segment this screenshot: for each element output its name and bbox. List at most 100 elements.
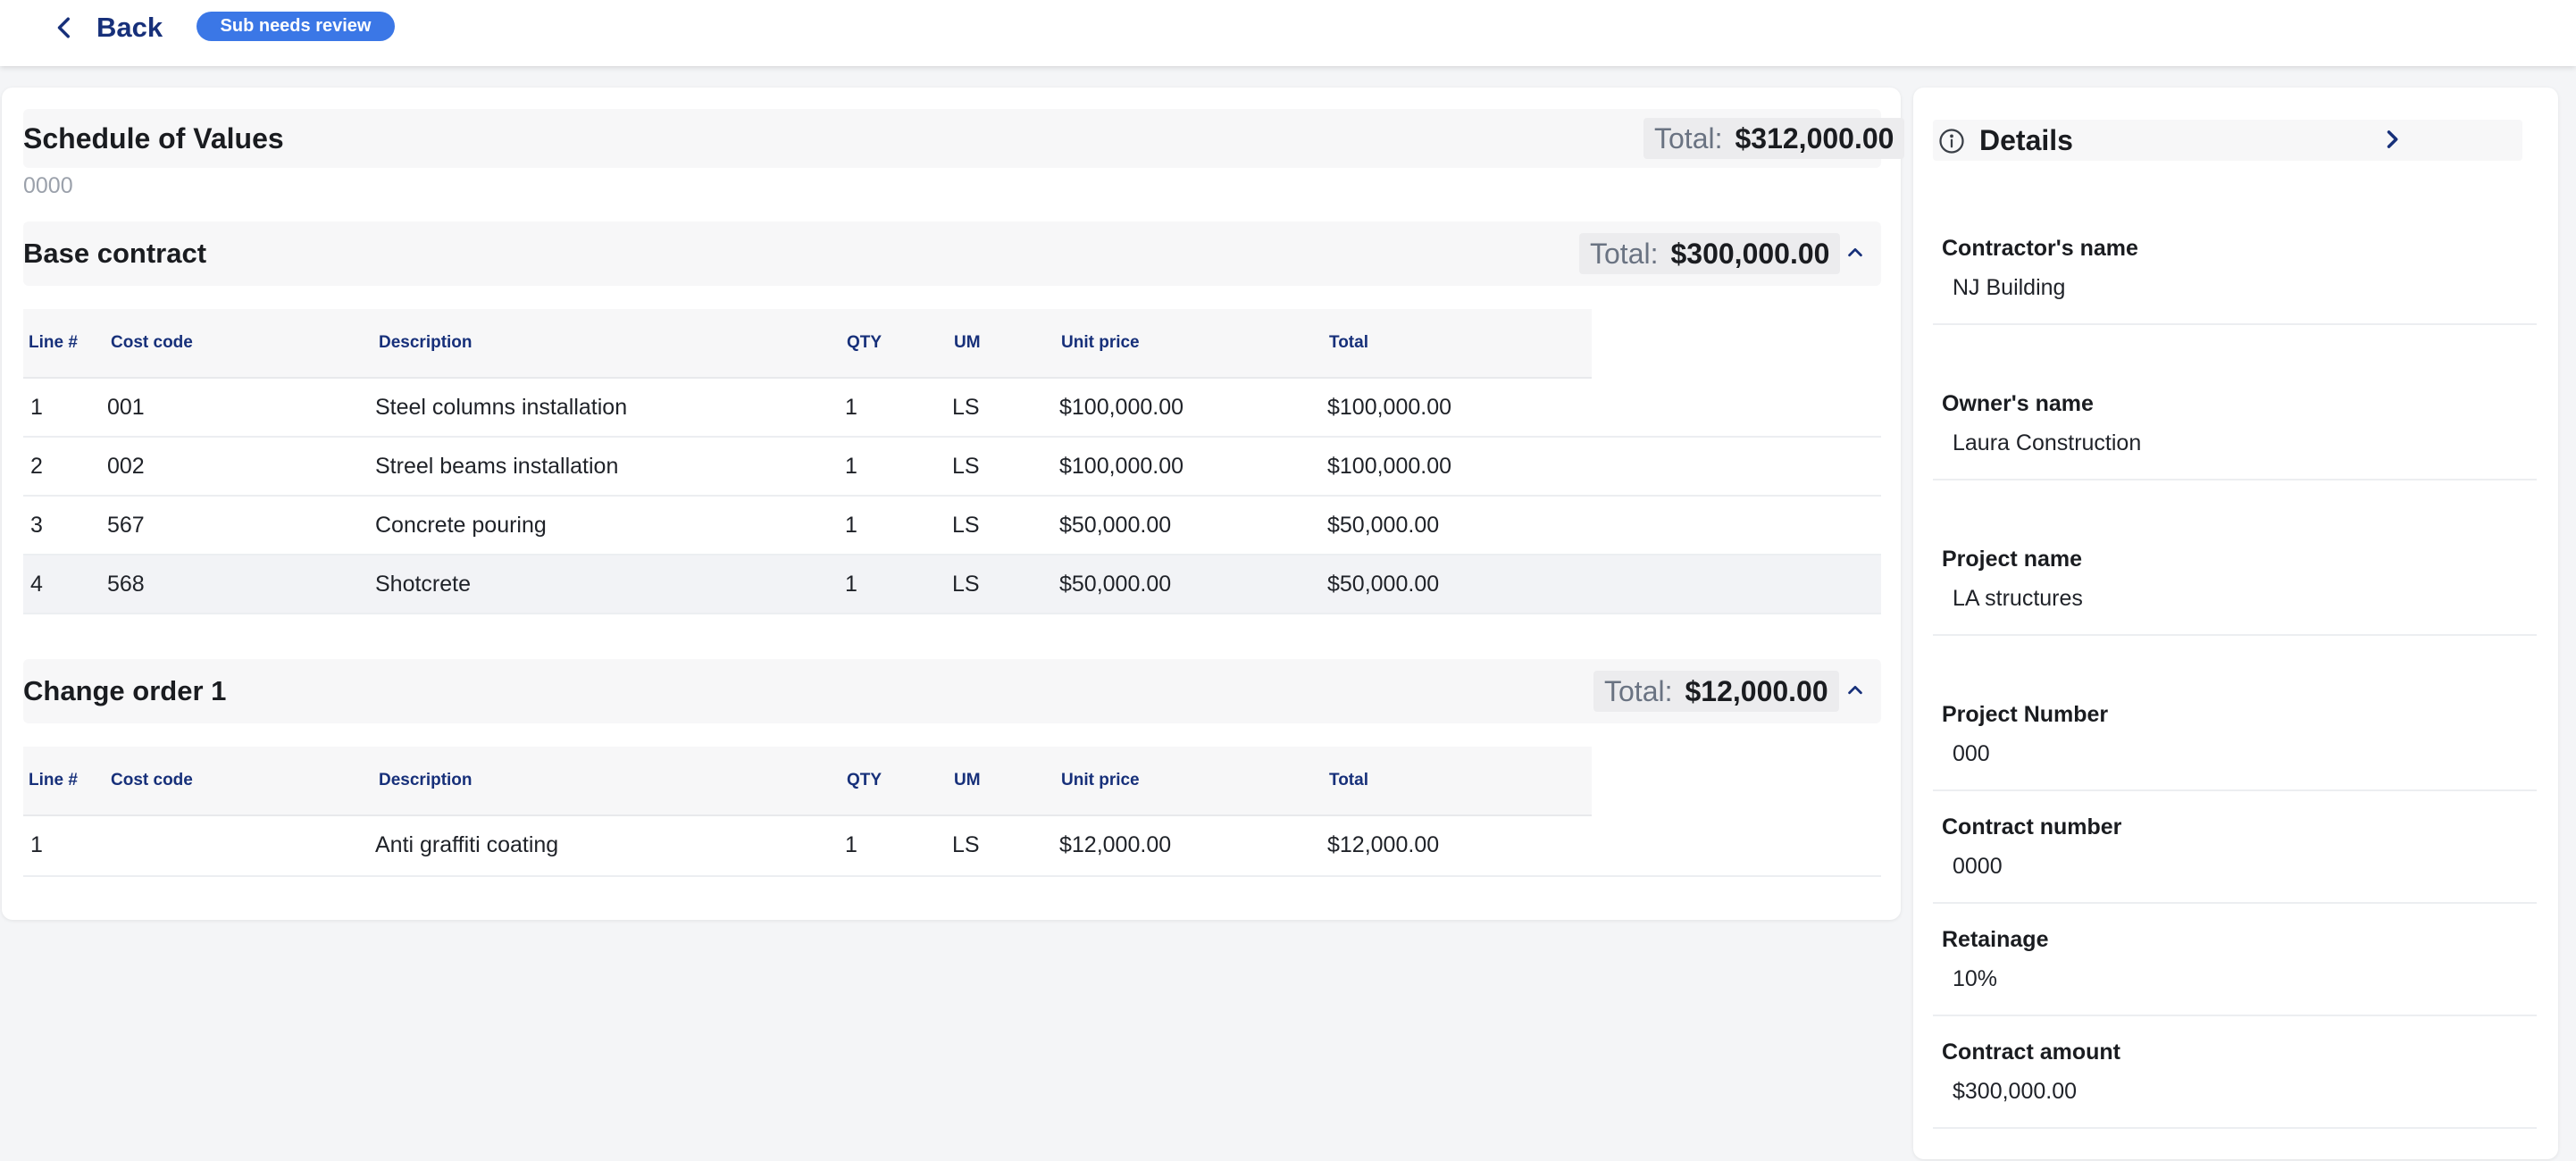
col-unit-price: Unit price [1061,771,1140,789]
back-label: Back [96,12,163,43]
cell-total: $100,000.00 [1327,395,1452,420]
cell-cost-code: 002 [107,454,145,479]
field-value: $300,000.00 [1953,1079,2078,1104]
table-row[interactable]: 1 001 Steel columns installation 1 LS $1… [23,379,1881,438]
field-project-number: Project Number 000 [1933,702,2537,791]
chevron-up-icon [1848,685,1862,695]
cell-cost-code: 568 [107,572,145,597]
chevron-up-icon [1848,247,1862,257]
field-retainage: Retainage 10% [1933,927,2537,1016]
cell-total: $50,000.00 [1327,572,1440,597]
col-total: Total [1329,771,1368,789]
col-description: Description [379,771,473,789]
cell-description: Streel beams installation [375,454,619,479]
cell-qty: 1 [845,454,857,479]
field-contractor-name: Contractor's name NJ Building [1933,236,2537,325]
table-row[interactable]: 3 567 Concrete pouring 1 LS $50,000.00 $… [23,497,1881,555]
col-cost-code: Cost code [111,771,193,789]
cell-line: 4 [30,572,43,597]
change-order-total-label: Total: [1604,674,1673,707]
change-order-title: Change order 1 [23,675,227,706]
page-title: Schedule of Values [23,122,284,155]
base-contract-total: Total: $300,000.00 [1579,233,1841,274]
field-project-name: Project name LA structures [1933,547,2537,636]
base-contract-collapse-button[interactable] [1842,239,1869,266]
cell-unit-price: $100,000.00 [1059,395,1184,420]
field-label: Project Number [1942,702,2109,727]
change-order-collapse-button[interactable] [1842,677,1869,704]
cell-unit-price: $50,000.00 [1059,513,1172,538]
cell-um: LS [952,832,980,857]
cell-cost-code: 001 [107,395,145,420]
base-contract-title: Base contract [23,238,207,269]
field-value: NJ Building [1953,275,2066,300]
col-cost-code: Cost code [111,333,193,352]
field-owner-name: Owner's name Laura Construction [1933,391,2537,480]
field-value: LA structures [1953,586,2083,611]
col-um: UM [954,333,981,352]
sov-total-label: Total: [1654,121,1723,155]
sov-total-value: $312,000.00 [1735,121,1894,155]
change-order-header: Change order 1 Total: $12,000.00 [23,659,1881,723]
table-row[interactable]: 1 Anti graffiti coating 1 LS $12,000.00 … [23,816,1881,877]
chevron-right-icon[interactable] [2379,127,2405,152]
table-row[interactable]: 4 568 Shotcrete 1 LS $50,000.00 $50,000.… [23,555,1881,614]
sov-total: Total: $312,000.00 [1643,118,1905,159]
field-value: 10% [1953,966,1998,991]
base-contract-total-label: Total: [1590,237,1659,270]
change-order-total-value: $12,000.00 [1685,674,1828,707]
cell-description: Shotcrete [375,572,472,597]
cell-cost-code: 567 [107,513,145,538]
base-contract-total-value: $300,000.00 [1670,237,1830,270]
field-label: Owner's name [1942,391,2094,416]
field-label: Retainage [1942,927,2049,952]
field-value: 0000 [1953,854,2003,879]
cell-um: LS [952,513,980,538]
details-panel: Details Contractor's name NJ Building Ow… [1913,88,2558,1159]
field-label: Contract amount [1942,1040,2120,1065]
field-contract-amount: Contract amount $300,000.00 [1933,1040,2537,1129]
col-qty: QTY [847,333,882,352]
base-contract-table: Line # Cost code Description QTY UM Unit… [23,309,1881,614]
col-description: Description [379,333,473,352]
table-row[interactable]: 2 002 Streel beams installation 1 LS $10… [23,438,1881,497]
field-label: Contract number [1942,814,2122,839]
back-button[interactable]: Back [54,5,163,50]
cell-qty: 1 [845,572,857,597]
info-icon [1939,129,1964,154]
cell-description: Concrete pouring [375,513,547,538]
top-bar: Back Sub needs review [0,0,2576,66]
col-um: UM [954,771,981,789]
sov-header: Schedule of Values Total: $312,000.00 [23,109,1905,168]
cell-description: Steel columns installation [375,395,628,420]
col-unit-price: Unit price [1061,333,1140,352]
field-contract-number: Contract number 0000 [1933,814,2537,904]
field-label: Project name [1942,547,2083,572]
cell-unit-price: $50,000.00 [1059,572,1172,597]
cell-qty: 1 [845,832,857,857]
cell-qty: 1 [845,395,857,420]
cell-um: LS [952,572,980,597]
cell-um: LS [952,454,980,479]
change-order-table: Line # Cost code Description QTY UM Unit… [23,747,1881,877]
cell-line: 3 [30,513,43,538]
cell-total: $100,000.00 [1327,454,1452,479]
change-order-total: Total: $12,000.00 [1593,671,1839,712]
table-header: Line # Cost code Description QTY UM Unit… [23,309,1592,379]
col-line: Line # [29,333,78,352]
table-header: Line # Cost code Description QTY UM Unit… [23,747,1592,816]
cell-unit-price: $12,000.00 [1059,832,1172,857]
col-line: Line # [29,771,78,789]
cell-line: 1 [30,832,43,857]
cell-line: 1 [30,395,43,420]
cell-qty: 1 [845,513,857,538]
col-qty: QTY [847,771,882,789]
schedule-of-values-card: Schedule of Values Total: $312,000.00 00… [2,88,1905,920]
status-badge: Sub needs review [197,12,395,41]
cell-description: Anti graffiti coating [375,832,559,857]
field-value: Laura Construction [1953,430,2142,455]
field-value: 000 [1953,741,1990,766]
base-contract-header: Base contract Total: $300,000.00 [23,221,1881,286]
cell-um: LS [952,395,980,420]
chevron-left-icon [57,17,70,38]
